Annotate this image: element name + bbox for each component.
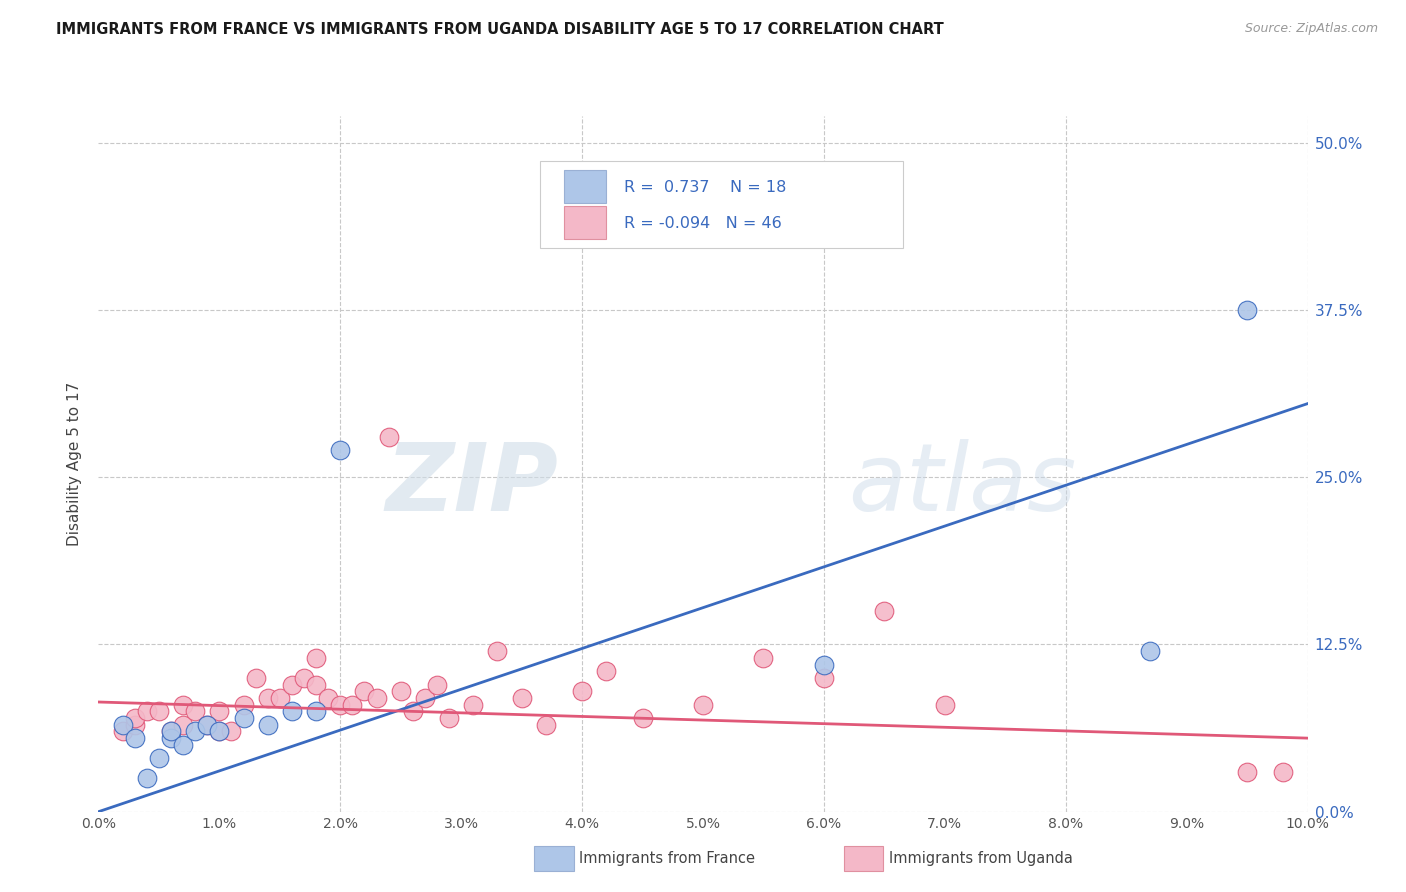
- Point: [256, 690, 278, 705]
- Point: [437, 711, 460, 725]
- Point: [463, 698, 485, 712]
- Point: [1236, 303, 1258, 318]
- Point: [752, 651, 775, 665]
- Point: [184, 724, 207, 739]
- Point: [269, 690, 291, 705]
- Point: [389, 684, 412, 698]
- Point: [124, 717, 146, 731]
- Point: [221, 724, 243, 739]
- Point: [402, 705, 425, 719]
- Point: [486, 644, 509, 658]
- Point: [342, 698, 364, 712]
- Point: [135, 705, 157, 719]
- Point: [305, 705, 328, 719]
- Point: [208, 724, 231, 739]
- Point: [172, 717, 194, 731]
- Point: [172, 698, 194, 712]
- Point: [426, 678, 449, 692]
- Text: Immigrants from Uganda: Immigrants from Uganda: [889, 851, 1073, 865]
- Text: R =  0.737    N = 18: R = 0.737 N = 18: [624, 180, 787, 195]
- Point: [208, 705, 231, 719]
- Point: [160, 731, 183, 746]
- Point: [111, 724, 134, 739]
- Point: [160, 724, 183, 739]
- Point: [366, 690, 388, 705]
- Point: [316, 690, 339, 705]
- Point: [184, 705, 207, 719]
- Point: [281, 705, 304, 719]
- Point: [813, 657, 835, 672]
- Text: atlas: atlas: [848, 439, 1077, 530]
- Point: [148, 705, 170, 719]
- FancyBboxPatch shape: [540, 161, 903, 248]
- Point: [256, 717, 278, 731]
- Point: [135, 771, 157, 786]
- Point: [873, 604, 896, 618]
- Text: Source: ZipAtlas.com: Source: ZipAtlas.com: [1244, 22, 1378, 36]
- Point: [1139, 644, 1161, 658]
- Text: IMMIGRANTS FROM FRANCE VS IMMIGRANTS FROM UGANDA DISABILITY AGE 5 TO 17 CORRELAT: IMMIGRANTS FROM FRANCE VS IMMIGRANTS FRO…: [56, 22, 943, 37]
- Point: [124, 711, 146, 725]
- Point: [232, 698, 254, 712]
- Point: [148, 751, 170, 765]
- Point: [692, 698, 714, 712]
- Point: [305, 678, 328, 692]
- Point: [813, 671, 835, 685]
- Point: [534, 717, 557, 731]
- Point: [571, 684, 593, 698]
- Point: [292, 671, 315, 685]
- Text: ZIP: ZIP: [385, 439, 558, 531]
- Point: [195, 717, 218, 731]
- Point: [305, 651, 328, 665]
- Point: [353, 684, 375, 698]
- Point: [1272, 764, 1295, 779]
- Point: [329, 443, 352, 458]
- Point: [160, 724, 183, 739]
- Point: [111, 717, 134, 731]
- FancyBboxPatch shape: [564, 206, 606, 239]
- Point: [124, 731, 146, 746]
- Point: [934, 698, 956, 712]
- Point: [631, 711, 654, 725]
- Text: Immigrants from France: Immigrants from France: [579, 851, 755, 865]
- Point: [172, 738, 194, 752]
- Text: R = -0.094   N = 46: R = -0.094 N = 46: [624, 216, 782, 231]
- Point: [595, 664, 617, 679]
- Point: [281, 678, 304, 692]
- Point: [208, 724, 231, 739]
- Point: [413, 690, 436, 705]
- Point: [195, 717, 218, 731]
- Point: [377, 430, 399, 444]
- Y-axis label: Disability Age 5 to 17: Disability Age 5 to 17: [67, 382, 83, 546]
- Point: [510, 690, 533, 705]
- Point: [329, 698, 352, 712]
- Point: [1236, 764, 1258, 779]
- FancyBboxPatch shape: [564, 169, 606, 203]
- Point: [232, 711, 254, 725]
- Point: [245, 671, 267, 685]
